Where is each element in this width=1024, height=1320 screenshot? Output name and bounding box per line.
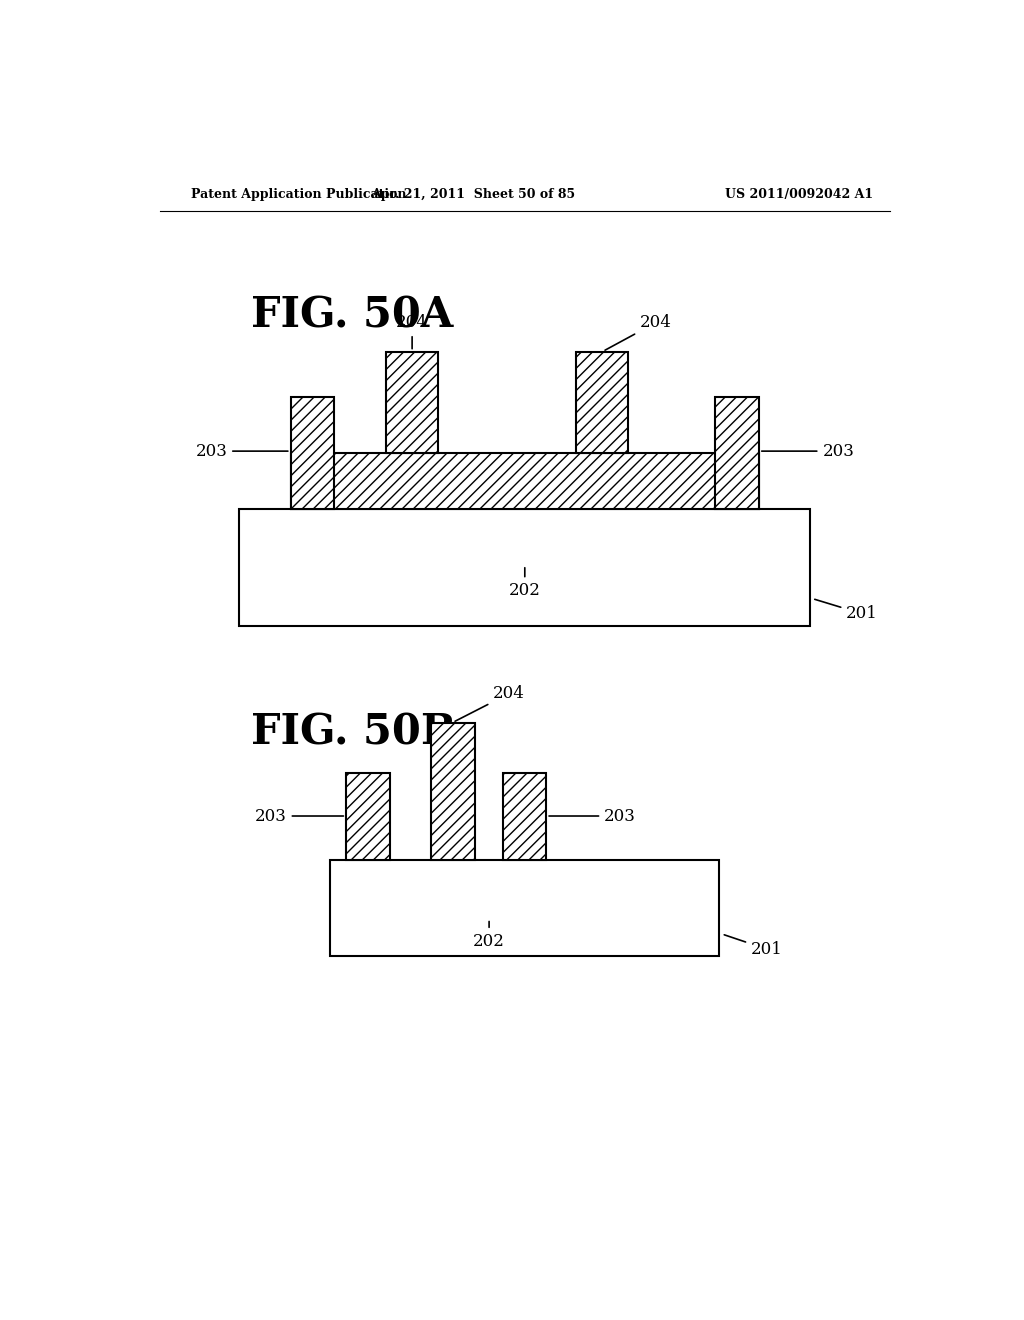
Text: 204: 204 xyxy=(605,314,672,350)
Text: FIG. 50B: FIG. 50B xyxy=(251,711,456,754)
Text: US 2011/0092042 A1: US 2011/0092042 A1 xyxy=(725,189,872,202)
Bar xyxy=(346,774,390,859)
Text: 203: 203 xyxy=(762,442,854,459)
Bar xyxy=(431,722,475,859)
Text: 201: 201 xyxy=(815,599,879,622)
Bar xyxy=(240,510,811,626)
Bar xyxy=(291,397,334,510)
Text: 201: 201 xyxy=(724,935,783,957)
Text: 204: 204 xyxy=(396,314,428,348)
Bar xyxy=(715,397,759,510)
Text: 203: 203 xyxy=(549,808,636,825)
Text: Apr. 21, 2011  Sheet 50 of 85: Apr. 21, 2011 Sheet 50 of 85 xyxy=(371,189,575,202)
Text: Patent Application Publication: Patent Application Publication xyxy=(191,189,407,202)
Text: 202: 202 xyxy=(509,568,541,599)
Bar xyxy=(291,453,759,510)
Text: FIG. 50A: FIG. 50A xyxy=(251,294,454,337)
Text: 202: 202 xyxy=(473,921,505,950)
Bar xyxy=(386,351,437,453)
Bar xyxy=(331,859,719,956)
Text: 203: 203 xyxy=(196,442,288,459)
Bar xyxy=(503,774,546,859)
Text: 203: 203 xyxy=(255,808,343,825)
Bar xyxy=(577,351,628,453)
Text: 204: 204 xyxy=(455,685,525,721)
